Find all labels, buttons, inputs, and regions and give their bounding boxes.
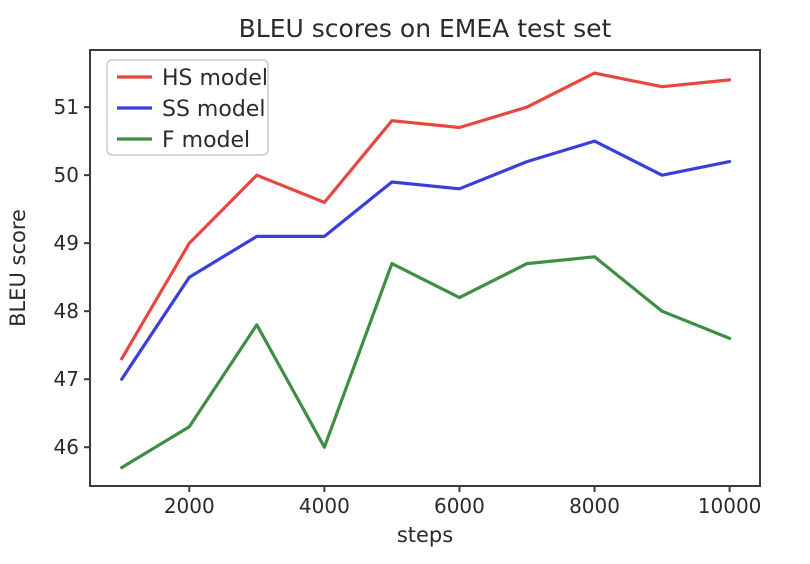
y-tick-label: 49 xyxy=(54,231,79,255)
x-tick-label: 2000 xyxy=(164,494,215,518)
series-line-ss-model xyxy=(120,139,732,381)
y-tick-label: 48 xyxy=(54,299,79,323)
y-tick-label: 50 xyxy=(54,163,79,187)
legend-label-hs-model: HS model xyxy=(162,66,268,91)
y-axis-ticks: 46 47 48 49 50 51 xyxy=(54,95,90,459)
legend-item-ss-model: SS model xyxy=(117,97,265,122)
y-axis-label: BLEU score xyxy=(6,209,30,327)
legend-item-f-model: F model xyxy=(117,128,250,153)
chart-title: BLEU scores on EMEA test set xyxy=(239,14,612,43)
legend-box xyxy=(106,59,269,156)
x-tick-label: 6000 xyxy=(434,494,485,518)
legend-label-f-model: F model xyxy=(162,128,250,153)
series-lines xyxy=(120,71,732,470)
legend-item-hs-model: HS model xyxy=(117,66,268,91)
x-axis-label: steps xyxy=(397,523,453,547)
plot-frame xyxy=(89,49,761,487)
series-line-hs-model xyxy=(120,71,732,361)
legend: HS model SS model F model xyxy=(106,59,269,156)
series-line-f-model xyxy=(120,255,732,470)
y-tick-label: 51 xyxy=(54,95,79,119)
x-axis-ticks: 2000 4000 6000 8000 10000 xyxy=(164,486,762,518)
legend-label-ss-model: SS model xyxy=(162,97,265,122)
x-tick-label: 8000 xyxy=(569,494,620,518)
y-tick-label: 47 xyxy=(54,367,79,391)
x-tick-label: 10000 xyxy=(698,494,762,518)
y-tick-label: 46 xyxy=(54,435,79,459)
x-tick-label: 4000 xyxy=(299,494,350,518)
